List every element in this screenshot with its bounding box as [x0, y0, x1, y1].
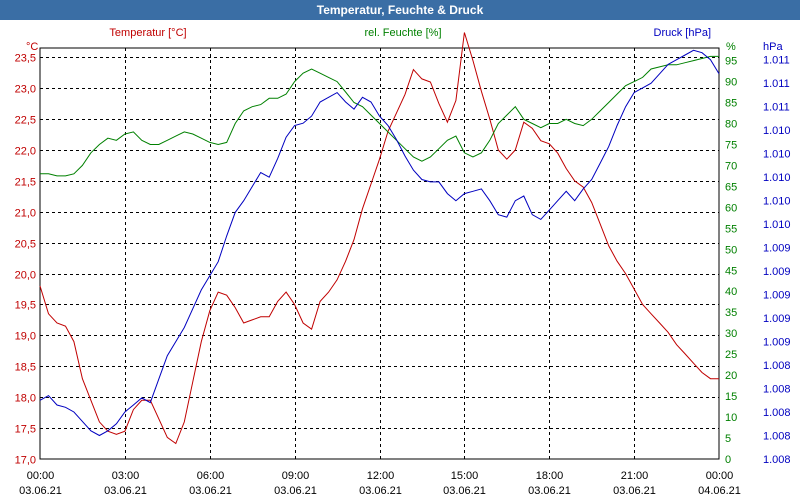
x-tick-time: 12:00: [367, 470, 395, 482]
humidity-tick: 5: [725, 433, 731, 445]
humidity-tick: 45: [725, 265, 737, 277]
humidity-tick: 75: [725, 139, 737, 151]
pressure-tick: 1.008: [763, 431, 791, 443]
x-tick-date: 03.06.21: [274, 485, 317, 497]
pressure-tick: 1.008: [763, 407, 791, 419]
humidity-tick: 85: [725, 98, 737, 110]
pressure-axis-label: Druck [hPa]: [654, 27, 711, 39]
humidity-tick: 65: [725, 181, 737, 193]
humidity-tick: 40: [725, 286, 737, 298]
temperature-tick: 22,5: [15, 115, 36, 127]
humidity-tick: 0: [725, 454, 731, 466]
humidity-tick: 70: [725, 160, 737, 172]
x-tick-date: 03.06.21: [104, 485, 147, 497]
x-tick-time: 00:00: [27, 470, 55, 482]
chart-title: Temperatur, Feuchte & Druck: [0, 0, 800, 20]
humidity-tick: 90: [725, 77, 737, 89]
x-tick-date: 03.06.21: [613, 485, 656, 497]
grid-lines: [39, 47, 720, 460]
pressure-tick: 1.011: [763, 55, 790, 67]
x-tick-date: 04.06.21: [698, 485, 741, 497]
humidity-tick: 60: [725, 202, 737, 214]
temperature-unit: °C: [26, 41, 38, 53]
axis-labels: 17,0 17,5 18,0 18,5 19,0 19,5 20,0 20,5 21,0 21,5…: [15, 27, 791, 497]
pressure-tick: 1.009: [763, 290, 791, 302]
series-humidity-line: [40, 55, 719, 177]
temperature-tick: 20,5: [15, 239, 36, 251]
series-temperature-line: [39, 32, 719, 445]
humidity-tick: 55: [725, 223, 737, 235]
series-pressure-line: [39, 49, 720, 437]
temperature-tick: 20,0: [15, 270, 36, 282]
pressure-tick: 1.008: [763, 360, 791, 372]
plot-frame: [39, 47, 720, 460]
pressure-tick: 1.010: [763, 219, 791, 231]
x-tick-date: 03.06.21: [19, 485, 62, 497]
pressure-tick: 1.009: [763, 266, 791, 278]
humidity-tick: 30: [725, 328, 737, 340]
x-tick-time: 15:00: [451, 470, 479, 482]
humidity-tick: 80: [725, 118, 737, 130]
x-tick-date: 03.06.21: [359, 485, 402, 497]
x-tick-date: 03.06.21: [189, 485, 232, 497]
humidity-axis-label: rel. Feuchte [%]: [364, 27, 441, 39]
humidity-tick: 10: [725, 412, 737, 424]
temperature-tick: 17,0: [15, 455, 36, 467]
pressure-unit: hPa: [763, 41, 783, 53]
temperature-tick: 21,5: [15, 177, 36, 189]
temperature-tick: 22,0: [15, 146, 36, 158]
x-tick-date: 03.06.21: [443, 485, 486, 497]
temperature-tick: 23,5: [15, 53, 36, 65]
pressure-tick: 1.010: [763, 196, 791, 208]
temperature-tick: 18,0: [15, 393, 36, 405]
temperature-tick: 23,0: [15, 84, 36, 96]
x-tick-time: 06:00: [197, 470, 225, 482]
temperature-tick: 21,0: [15, 208, 36, 220]
temperature-tick: 18,5: [15, 362, 36, 374]
pressure-tick: 1.011: [763, 102, 790, 114]
pressure-tick: 1.009: [763, 313, 791, 325]
humidity-unit: %: [726, 41, 736, 53]
pressure-tick: 1.010: [763, 172, 791, 184]
temperature-tick: 17,5: [15, 424, 36, 436]
humidity-tick: 15: [725, 391, 737, 403]
x-tick-time: 03:00: [112, 470, 140, 482]
x-tick-time: 21:00: [621, 470, 649, 482]
temperature-tick: 19,5: [15, 300, 36, 312]
pressure-tick: 1.010: [763, 125, 791, 137]
temperature-axis-label: Temperatur [°C]: [109, 27, 186, 39]
pressure-tick: 1.011: [763, 78, 790, 90]
x-tick-time: 09:00: [282, 470, 310, 482]
humidity-tick: 95: [725, 56, 737, 68]
temperature-tick: 19,0: [15, 331, 36, 343]
pressure-tick: 1.010: [763, 149, 791, 161]
humidity-tick: 50: [725, 244, 737, 256]
pressure-tick: 1.009: [763, 243, 791, 255]
x-tick-time: 00:00: [706, 470, 734, 482]
x-tick-time: 18:00: [536, 470, 564, 482]
humidity-tick: 20: [725, 370, 737, 382]
humidity-tick: 35: [725, 307, 737, 319]
series-lines: [39, 32, 720, 445]
pressure-tick: 1.008: [763, 384, 791, 396]
pressure-tick: 1.008: [763, 454, 791, 466]
humidity-tick: 25: [725, 349, 737, 361]
pressure-tick: 1.009: [763, 337, 791, 349]
x-tick-date: 03.06.21: [528, 485, 571, 497]
